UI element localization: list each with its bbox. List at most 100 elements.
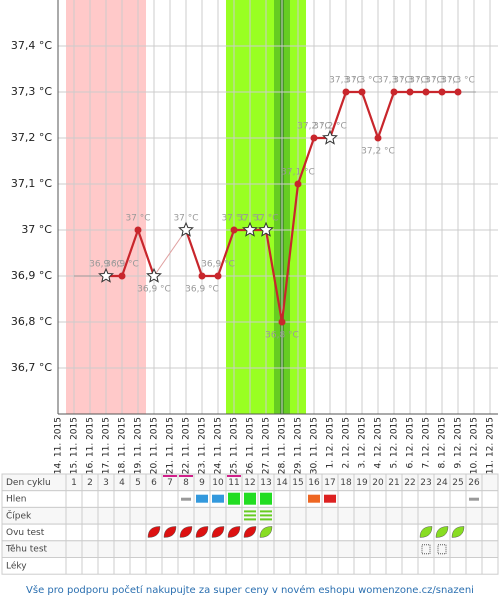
y-tick-label: 36,8 °C bbox=[11, 315, 52, 328]
preg-icon bbox=[437, 544, 447, 555]
cycle-day: 5 bbox=[135, 478, 141, 488]
ovu-icon bbox=[195, 526, 209, 538]
point bbox=[230, 226, 238, 234]
row-bg bbox=[1, 557, 499, 575]
value-label: 37,3 °C bbox=[345, 76, 379, 86]
x-tick-label: 20. 11. 2015 bbox=[150, 417, 160, 474]
row-label: Léky bbox=[6, 560, 27, 571]
value-label: 37,2 °C bbox=[361, 147, 395, 157]
cycle-day: 16 bbox=[308, 478, 320, 488]
day-mark bbox=[227, 475, 241, 477]
cycle-day: 23 bbox=[420, 478, 431, 488]
x-tick-label: 7. 12. 2015 bbox=[422, 417, 432, 469]
cervix-icon bbox=[260, 510, 272, 513]
x-tick-label: 29. 11. 2015 bbox=[294, 417, 304, 474]
row-label: Těhu test bbox=[5, 545, 48, 555]
x-tick-label: 18. 11. 2015 bbox=[118, 417, 128, 474]
gap-line bbox=[153, 229, 187, 277]
x-tick-label: 3. 12. 2015 bbox=[358, 417, 368, 469]
value-label: 36,9 °C bbox=[105, 260, 139, 270]
point bbox=[278, 318, 286, 326]
value-label: 37,3 °C bbox=[393, 76, 427, 86]
cycle-day: 21 bbox=[388, 478, 399, 488]
ovu-icon bbox=[211, 526, 225, 538]
point-star bbox=[98, 267, 114, 283]
preg-icon bbox=[421, 544, 431, 555]
ovu-icon bbox=[435, 526, 449, 538]
y-tick-label: 37,2 °C bbox=[11, 131, 52, 144]
mucus-icon bbox=[260, 492, 272, 505]
mucus-icon bbox=[228, 492, 240, 505]
ovu-icon bbox=[451, 526, 465, 538]
ovu-icon bbox=[147, 526, 161, 538]
value-label: 37 °C bbox=[125, 214, 150, 224]
cervix-icon bbox=[244, 510, 256, 513]
value-label: 37,1 °C bbox=[281, 168, 315, 178]
x-tick-label: 9. 12. 2015 bbox=[454, 417, 464, 469]
cycle-day: 19 bbox=[356, 478, 368, 488]
x-tick-label: 28. 11. 2015 bbox=[278, 417, 288, 474]
y-tick-label: 37,1 °C bbox=[11, 177, 52, 190]
point bbox=[214, 272, 222, 280]
row-label: Den cyklu bbox=[6, 478, 51, 488]
row-label: Ovu test bbox=[6, 528, 45, 538]
x-tick-label: 4. 12. 2015 bbox=[374, 417, 384, 469]
x-tick-label: 26. 11. 2015 bbox=[246, 417, 256, 474]
value-label: 36,9 °C bbox=[201, 260, 235, 270]
y-tick-label: 37,3 °C bbox=[11, 85, 52, 98]
value-label: 37 °C bbox=[253, 214, 278, 224]
cycle-day: 7 bbox=[167, 478, 173, 488]
mucus-icon bbox=[196, 494, 208, 503]
cycle-day: 11 bbox=[228, 478, 239, 488]
value-label: 37,3 °C bbox=[425, 76, 459, 86]
value-label: 36,8 °C bbox=[265, 331, 299, 341]
x-tick-label: 17. 11. 2015 bbox=[102, 417, 112, 474]
point-star bbox=[146, 267, 162, 283]
cycle-day: 12 bbox=[244, 478, 255, 488]
point bbox=[406, 88, 414, 96]
cycle-day: 18 bbox=[340, 478, 352, 488]
cycle-day: 10 bbox=[212, 478, 224, 488]
cycle-day: 1 bbox=[71, 478, 77, 488]
y-tick-label: 36,7 °C bbox=[11, 361, 52, 374]
value-label: 36,9 °C bbox=[89, 260, 123, 270]
day-mark bbox=[163, 475, 177, 477]
point bbox=[454, 88, 462, 96]
mucus-icon bbox=[212, 494, 224, 503]
cycle-day: 24 bbox=[436, 478, 448, 488]
value-label: 37,3 °C bbox=[441, 76, 475, 86]
day-mark bbox=[179, 475, 193, 477]
value-label: 37,3 °C bbox=[377, 76, 411, 86]
ovu-icon bbox=[163, 526, 177, 538]
point bbox=[390, 88, 398, 96]
row-label: Čípek bbox=[6, 509, 32, 521]
cervix-icon bbox=[244, 518, 256, 521]
ovu-icon bbox=[419, 526, 433, 538]
x-tick-label: 19. 11. 2015 bbox=[134, 417, 144, 474]
footer: Vše pro podporu početí nakupujte za supe… bbox=[26, 584, 474, 596]
ovu-icon bbox=[227, 526, 241, 538]
value-label: 36,9 °C bbox=[185, 285, 219, 295]
cycle-day: 15 bbox=[292, 478, 303, 488]
x-tick-label: 25. 11. 2015 bbox=[230, 417, 240, 474]
point bbox=[198, 272, 206, 280]
point bbox=[438, 88, 446, 96]
x-tick-label: 24. 11. 2015 bbox=[214, 417, 224, 474]
cycle-day: 3 bbox=[103, 478, 109, 488]
x-tick-label: 16. 11. 2015 bbox=[86, 417, 96, 474]
point-star bbox=[258, 221, 274, 237]
x-tick-label: 1. 12. 2015 bbox=[326, 417, 336, 469]
mucus-icon bbox=[469, 497, 479, 501]
point bbox=[358, 88, 366, 96]
row-bg bbox=[1, 540, 499, 558]
value-label: 37,2 °C bbox=[297, 122, 331, 132]
mucus-icon bbox=[324, 494, 336, 503]
point-star bbox=[178, 221, 194, 237]
point bbox=[134, 226, 142, 234]
x-tick-label: 14. 11. 2015 bbox=[54, 417, 64, 474]
x-tick-label: 21. 11. 2015 bbox=[166, 417, 176, 474]
x-tick-label: 11. 12. 2015 bbox=[486, 417, 496, 474]
cycle-day: 13 bbox=[260, 478, 271, 488]
cycle-day: 8 bbox=[183, 478, 189, 488]
